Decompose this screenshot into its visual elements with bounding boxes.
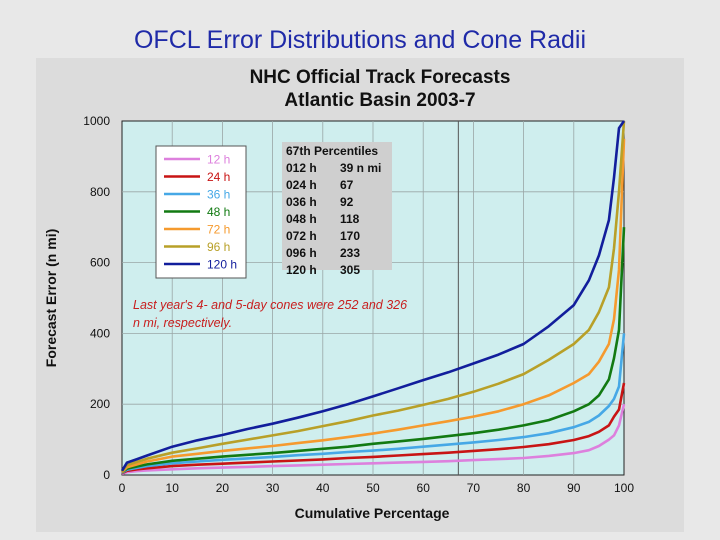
percentile-row-value: 233 — [340, 246, 360, 260]
percentile-row-lead: 120 h — [286, 263, 317, 277]
percentile-row-lead: 036 h — [286, 195, 317, 209]
percentile-row-value: 67 — [340, 178, 354, 192]
chart-title: NHC Official Track Forecasts — [250, 67, 511, 88]
slide-title: OFCL Error Distributions and Cone Radii — [133, 26, 587, 54]
percentile-row-lead: 048 h — [286, 212, 317, 226]
legend-label: 48 h — [207, 205, 230, 219]
x-tick-label: 20 — [216, 481, 230, 495]
y-tick-label: 0 — [103, 468, 110, 482]
percentile-row-lead: 096 h — [286, 246, 317, 260]
percentile-table-box — [282, 142, 392, 270]
x-tick-label: 40 — [316, 481, 330, 495]
percentile-row-lead: 024 h — [286, 178, 317, 192]
x-tick-label: 60 — [417, 481, 431, 495]
percentile-row-value: 305 — [340, 263, 360, 277]
y-tick-label: 200 — [90, 397, 110, 411]
legend-label: 120 h — [207, 258, 237, 272]
x-tick-label: 10 — [166, 481, 180, 495]
x-tick-label: 50 — [366, 481, 380, 495]
x-tick-label: 100 — [614, 481, 634, 495]
chart-subtitle: Atlantic Basin 2003-7 — [284, 90, 475, 111]
percentile-row-value: 118 — [340, 212, 360, 226]
series-line-3 — [121, 333, 626, 474]
cone-note-line-2: n mi, respectively. — [133, 316, 232, 330]
y-tick-label: 600 — [90, 256, 110, 270]
x-tick-label: 30 — [266, 481, 280, 495]
percentile-row-lead: 072 h — [286, 229, 317, 243]
series-line-5 — [121, 138, 626, 474]
legend-label: 36 h — [207, 188, 230, 202]
series-line-2 — [121, 382, 626, 475]
series-line-1 — [121, 403, 626, 476]
cone-note-line-1: Last year's 4- and 5-day cones were 252 … — [133, 298, 407, 312]
x-tick-label: 70 — [467, 481, 481, 495]
series-line-7 — [120, 120, 626, 472]
forecast-error-chart: 0 10 20 30 40 50 60 70 80 90 10002004006008001000 … — [43, 67, 634, 521]
legend-label: 96 h — [207, 240, 230, 254]
percentile-row-value: 92 — [340, 195, 354, 209]
percentile-row-value: 39 n mi — [340, 161, 381, 175]
x-tick-label: 90 — [567, 481, 581, 495]
y-tick-label: 1000 — [83, 114, 110, 128]
series-line-4 — [121, 227, 626, 474]
percentile-row-lead: 012 h — [286, 161, 317, 175]
figure-panel: 0 10 20 30 40 50 60 70 80 90 100 0 200 400 600 800 1000 … — [36, 58, 684, 532]
x-tick-label: 80 — [517, 481, 531, 495]
series-layer — [120, 120, 626, 476]
legend: 12 h 24 h 36 h 48 h 72 h 96 h 120 h — [164, 153, 237, 272]
legend-label: 24 h — [207, 170, 230, 184]
y-tick-label: 800 — [90, 185, 110, 199]
percentile-table-rows: 012 h 39 n mi 024 h 67 036 h 92 048 h 118 072 h 1… — [286, 161, 381, 277]
percentile-row-value: 170 — [340, 229, 360, 243]
y-tick-label: 400 — [90, 326, 110, 340]
series-line-6 — [120, 120, 626, 473]
legend-label: 72 h — [207, 223, 230, 237]
x-axis-label: Cumulative Percentage — [295, 505, 450, 521]
x-tick-label: 0 — [119, 481, 126, 495]
y-axis-label: Forecast Error (n mi) — [43, 229, 59, 367]
percentile-table-header: 67th Percentiles — [286, 144, 378, 158]
legend-label: 12 h — [207, 153, 230, 167]
